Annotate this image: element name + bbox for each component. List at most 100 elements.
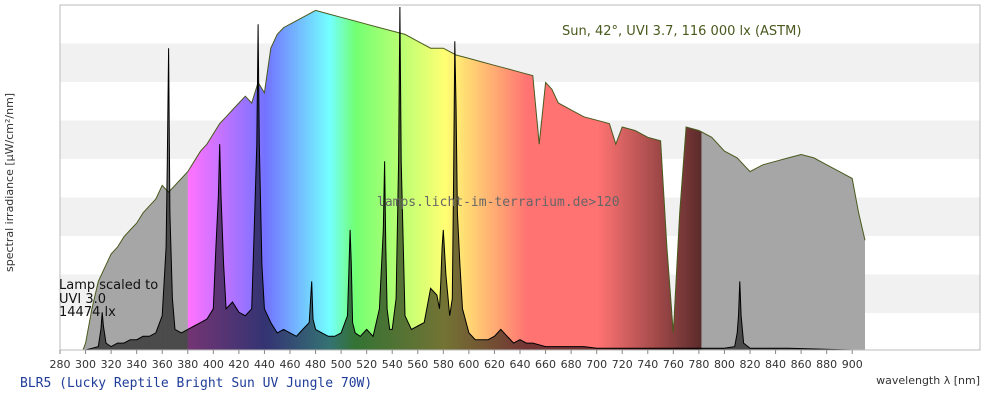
spectrum-color-strip: [476, 10, 480, 350]
spectrum-color-strip: [267, 10, 271, 350]
spectrum-color-strip: [842, 10, 846, 350]
spectrum-color-strip: [806, 10, 810, 350]
spectrum-color-strip: [606, 10, 611, 350]
spectrum-color-strip: [310, 10, 314, 350]
spectrum-color-strip: [407, 10, 411, 350]
lamp-scale-line1: Lamp scaled to: [59, 278, 158, 293]
spectrum-color-strip: [353, 10, 358, 350]
spectrum-color-strip: [629, 10, 634, 350]
x-tick-label: 340: [126, 358, 147, 371]
spectrum-color-strip: [356, 10, 360, 350]
x-tick-label: 660: [535, 358, 556, 371]
x-tick-label: 840: [765, 358, 786, 371]
spectrum-color-strip: [497, 10, 501, 350]
spectrum-color-strip: [578, 10, 582, 350]
spectrum-color-strip: [292, 10, 296, 350]
spectrum-color-strip: [509, 10, 513, 350]
spectrum-color-strip: [259, 10, 263, 350]
spectrum-color-strip: [617, 10, 621, 350]
spectrum-color-strip: [543, 10, 547, 350]
spectrum-color-strip: [732, 10, 736, 350]
spectrum-color-strip: [300, 10, 304, 350]
spectrum-color-strip: [238, 10, 243, 350]
x-tick-label: 800: [714, 358, 735, 371]
spectrum-color-strip: [819, 10, 823, 350]
x-tick-label: 420: [228, 358, 249, 371]
spectrum-color-strip: [336, 10, 340, 350]
spectrum-color-strip: [719, 10, 723, 350]
spectrum-color-strip: [811, 10, 815, 350]
spectrum-color-strip: [244, 10, 248, 350]
spectrum-color-strip: [721, 10, 726, 350]
spectrum-color-strip: [747, 10, 751, 350]
spectrum-color-strip: [535, 10, 539, 350]
spectrum-color-strip: [688, 10, 692, 350]
spectrum-color-strip: [599, 10, 603, 350]
spectrum-color-strip: [223, 10, 227, 350]
x-tick-label: 280: [50, 358, 71, 371]
spectrum-color-strip: [249, 10, 253, 350]
spectrum-color-strip: [463, 10, 467, 350]
x-tick-label: 680: [561, 358, 582, 371]
spectrum-color-strip: [466, 10, 470, 350]
spectrum-color-strip: [724, 10, 728, 350]
x-tick-label: 380: [177, 358, 198, 371]
spectrum-color-strip: [382, 10, 386, 350]
spectrum-color-strip: [780, 10, 784, 350]
spectrum-color-strip: [200, 10, 204, 350]
spectrum-color-strip: [415, 10, 419, 350]
spectrum-color-strip: [744, 10, 749, 350]
x-tick-label: 860: [791, 358, 812, 371]
spectrum-color-strip: [182, 10, 186, 350]
spectrum-color-strip: [323, 10, 327, 350]
spectrum-color-strip: [553, 10, 557, 350]
spectrum-color-strip: [504, 10, 508, 350]
spectrum-color-strip: [489, 10, 493, 350]
spectrum-color-strip: [793, 10, 797, 350]
spectrum-color-strip: [808, 10, 812, 350]
spectrum-color-strip: [532, 10, 536, 350]
spectrum-color-strip: [264, 10, 268, 350]
spectrum-color-strip: [686, 10, 690, 350]
x-tick-label: 620: [484, 358, 505, 371]
spectrum-color-strip: [683, 10, 687, 350]
spectrum-color-strip: [376, 10, 381, 350]
spectrum-color-strip: [737, 10, 741, 350]
spectrum-color-strip: [440, 10, 444, 350]
spectrum-color-strip: [277, 10, 281, 350]
page-title: BLR5 (Lucky Reptile Bright Sun UV Jungle…: [20, 376, 373, 391]
spectrum-color-strip: [185, 10, 189, 350]
spectrum-color-strip: [520, 10, 524, 350]
spectrum-color-strip: [448, 10, 452, 350]
lamp-scale-line2: UVI 3.0: [59, 292, 106, 307]
spectrum-color-strip: [829, 10, 833, 350]
spectrum-color-strip: [389, 10, 393, 350]
spectrum-color-strip: [660, 10, 664, 350]
x-tick-label: 320: [101, 358, 122, 371]
x-tick-label: 480: [305, 358, 326, 371]
spectrum-color-strip: [834, 10, 838, 350]
x-tick-label: 520: [356, 358, 377, 371]
grid-band: [60, 5, 980, 44]
spectrum-color-strip: [836, 10, 841, 350]
spectrum-color-strip: [696, 10, 700, 350]
spectrum-color-strip: [604, 10, 608, 350]
spectrum-color-strip: [221, 10, 225, 350]
spectrum-color-strip: [491, 10, 496, 350]
y-axis-label: spectral irradiance [µW/cm²/nm]: [3, 93, 16, 272]
spectrum-color-strip: [742, 10, 746, 350]
spectrum-color-strip: [343, 10, 347, 350]
spectrum-color-strip: [205, 10, 209, 350]
spectrum-color-strip: [282, 10, 286, 350]
x-tick-label: 780: [688, 358, 709, 371]
spectrum-color-strip: [755, 10, 759, 350]
spectrum-color-strip: [241, 10, 245, 350]
spectrum-color-strip: [824, 10, 828, 350]
spectrum-color-strip: [788, 10, 792, 350]
spectrum-color-strip: [402, 10, 406, 350]
spectrum-color-strip: [348, 10, 352, 350]
spectrum-color-strip: [555, 10, 559, 350]
spectrum-color-strip: [226, 10, 230, 350]
spectrum-color-strip: [645, 10, 649, 350]
